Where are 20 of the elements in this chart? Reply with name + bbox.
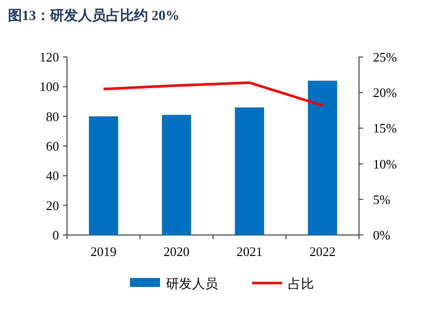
legend-label: 研发人员: [166, 277, 218, 292]
x-tick-label: 2020: [164, 244, 190, 259]
y-tick-label: 100: [40, 79, 59, 94]
y-tick-label: 60: [46, 138, 59, 154]
legend-label: 占比: [288, 277, 314, 292]
chart-title: 图13：研发人员占比约 20%: [8, 8, 180, 24]
y-tick-label: 20: [46, 198, 59, 213]
y-tick-label: 40: [46, 168, 59, 184]
x-tick-label: 2019: [90, 244, 116, 259]
y-tick-label: 80: [46, 108, 59, 124]
y2-tick-label: 15%: [373, 120, 397, 136]
y-tick-label: 120: [40, 50, 59, 64]
y2-tick-label: 0%: [373, 228, 390, 242]
y2-tick-label: 20%: [373, 85, 397, 100]
y2-tick-label: 10%: [373, 156, 397, 172]
x-tick-label: 2022: [310, 244, 336, 259]
x-tick-label: 2021: [236, 244, 262, 259]
y2-tick-label: 25%: [373, 50, 397, 64]
y-tick-label: 0: [52, 228, 59, 242]
y2-tick-label: 5%: [373, 192, 390, 207]
